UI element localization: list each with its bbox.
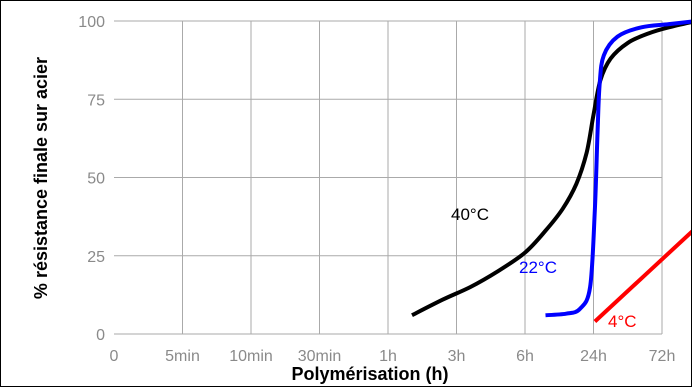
x-axis-title: Polymérisation (h) [291,364,448,384]
x-tick-label: 3h [448,348,466,365]
x-tick-label: 72h [649,348,676,365]
x-tick-label: 1h [379,348,397,365]
series-line-22degc [545,19,691,318]
grid [114,20,663,335]
x-tick-labels: 0 5min 10min 30min 1h 3h 6h 24h 72h [110,348,676,365]
x-tick-label: 10min [229,348,273,365]
y-tick-label: 75 [87,92,105,109]
series-line-40degc [411,20,691,317]
series-label-4degc: 4°C [608,312,637,331]
x-tick-label: 0 [110,348,119,365]
series-label-22degc: 22°C [519,258,557,277]
x-tick-label: 6h [516,348,534,365]
y-axis-title: % résistance finale sur acier [31,57,51,299]
x-tick-label: 5min [165,348,200,365]
x-tick-label: 30min [298,348,342,365]
y-tick-label: 25 [87,249,105,266]
series-layer [411,19,691,323]
x-tick-label: 24h [580,348,607,365]
series-labels: 40°C 22°C 4°C [451,205,637,331]
series-line-4degc [593,229,691,323]
y-tick-label: 50 [87,171,105,188]
y-tick-label: 100 [78,14,105,31]
series-label-40degc: 40°C [451,205,489,224]
y-tick-labels: 0 25 50 75 100 [78,14,105,344]
y-tick-label: 0 [96,327,105,344]
